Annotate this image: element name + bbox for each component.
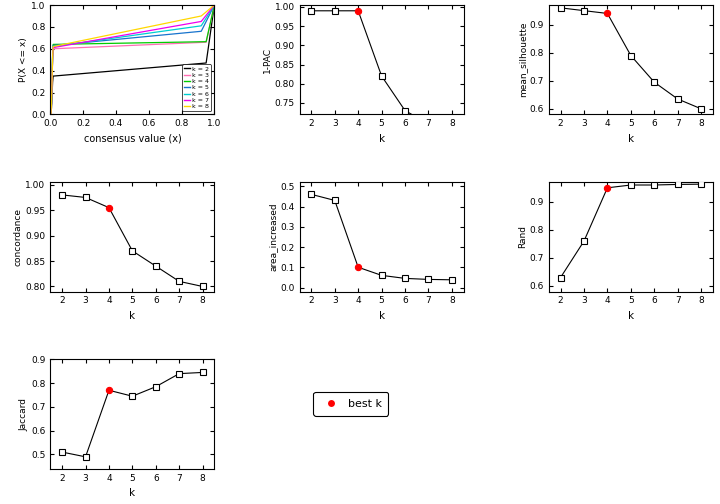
X-axis label: k: k <box>130 311 135 321</box>
k = 3 <box>146 41 155 47</box>
Y-axis label: area_increased: area_increased <box>269 203 278 271</box>
X-axis label: k: k <box>130 488 135 498</box>
k = 3 <box>46 111 55 117</box>
k = 7 <box>210 2 219 8</box>
k = 4 <box>210 2 219 8</box>
k = 4 <box>184 39 193 45</box>
k = 8 <box>210 2 219 8</box>
k = 4 <box>146 40 155 46</box>
k = 2 <box>143 65 152 71</box>
k = 4 <box>46 111 55 117</box>
k = 7 <box>144 28 153 34</box>
k = 7 <box>47 111 55 117</box>
Line: k = 4: k = 4 <box>50 5 215 114</box>
k = 6 <box>46 111 55 117</box>
k = 8 <box>144 24 153 30</box>
k = 5 <box>210 2 219 8</box>
k = 5 <box>143 33 152 39</box>
Legend: k = 2, k = 3, k = 4, k = 5, k = 6, k = 7, k = 8: k = 2, k = 3, k = 4, k = 5, k = 6, k = 7… <box>182 65 211 111</box>
k = 6 <box>146 30 155 36</box>
k = 5 <box>184 29 193 35</box>
k = 3 <box>47 111 55 117</box>
X-axis label: k: k <box>379 311 384 321</box>
k = 6 <box>210 2 219 8</box>
k = 8 <box>146 23 155 29</box>
k = 8 <box>46 111 55 117</box>
k = 4 <box>47 111 55 117</box>
Y-axis label: Jaccard: Jaccard <box>19 398 28 430</box>
X-axis label: k: k <box>628 311 634 321</box>
k = 6 <box>47 111 55 117</box>
k = 7 <box>184 21 193 27</box>
k = 2 <box>210 2 219 8</box>
Line: k = 5: k = 5 <box>50 5 215 114</box>
k = 5 <box>144 33 153 39</box>
Y-axis label: 1-PAC: 1-PAC <box>263 47 272 73</box>
k = 6 <box>144 30 153 36</box>
k = 3 <box>144 42 153 48</box>
Line: k = 3: k = 3 <box>50 5 215 114</box>
X-axis label: consensus value (x): consensus value (x) <box>84 134 181 144</box>
k = 4 <box>194 39 203 45</box>
k = 7 <box>146 27 155 33</box>
k = 5 <box>146 33 155 39</box>
Line: k = 2: k = 2 <box>50 5 215 114</box>
k = 2 <box>146 65 155 71</box>
k = 6 <box>194 23 203 29</box>
k = 2 <box>46 111 55 117</box>
k = 3 <box>194 39 203 45</box>
Y-axis label: Rand: Rand <box>518 225 527 248</box>
k = 2 <box>194 60 203 67</box>
Legend: best k: best k <box>313 392 389 416</box>
Line: k = 8: k = 8 <box>50 5 215 114</box>
k = 4 <box>143 40 152 46</box>
k = 7 <box>143 28 152 34</box>
Y-axis label: mean_silhouette: mean_silhouette <box>518 22 527 97</box>
Y-axis label: P(X <= x): P(X <= x) <box>19 37 28 82</box>
k = 8 <box>194 14 203 20</box>
k = 5 <box>194 29 203 35</box>
k = 2 <box>47 111 55 117</box>
k = 5 <box>46 111 55 117</box>
k = 7 <box>194 19 203 25</box>
k = 3 <box>184 40 193 46</box>
k = 7 <box>46 111 55 117</box>
k = 5 <box>47 111 55 117</box>
X-axis label: k: k <box>379 134 384 144</box>
k = 8 <box>184 16 193 22</box>
k = 4 <box>144 40 153 46</box>
Line: k = 6: k = 6 <box>50 5 215 114</box>
k = 2 <box>144 65 153 71</box>
k = 3 <box>143 42 152 48</box>
k = 2 <box>184 61 193 68</box>
k = 6 <box>143 30 152 36</box>
Y-axis label: concordance: concordance <box>14 208 22 266</box>
k = 8 <box>143 24 152 30</box>
X-axis label: k: k <box>628 134 634 144</box>
Line: k = 7: k = 7 <box>50 5 215 114</box>
k = 8 <box>47 111 55 117</box>
k = 6 <box>184 25 193 31</box>
k = 3 <box>210 2 219 8</box>
